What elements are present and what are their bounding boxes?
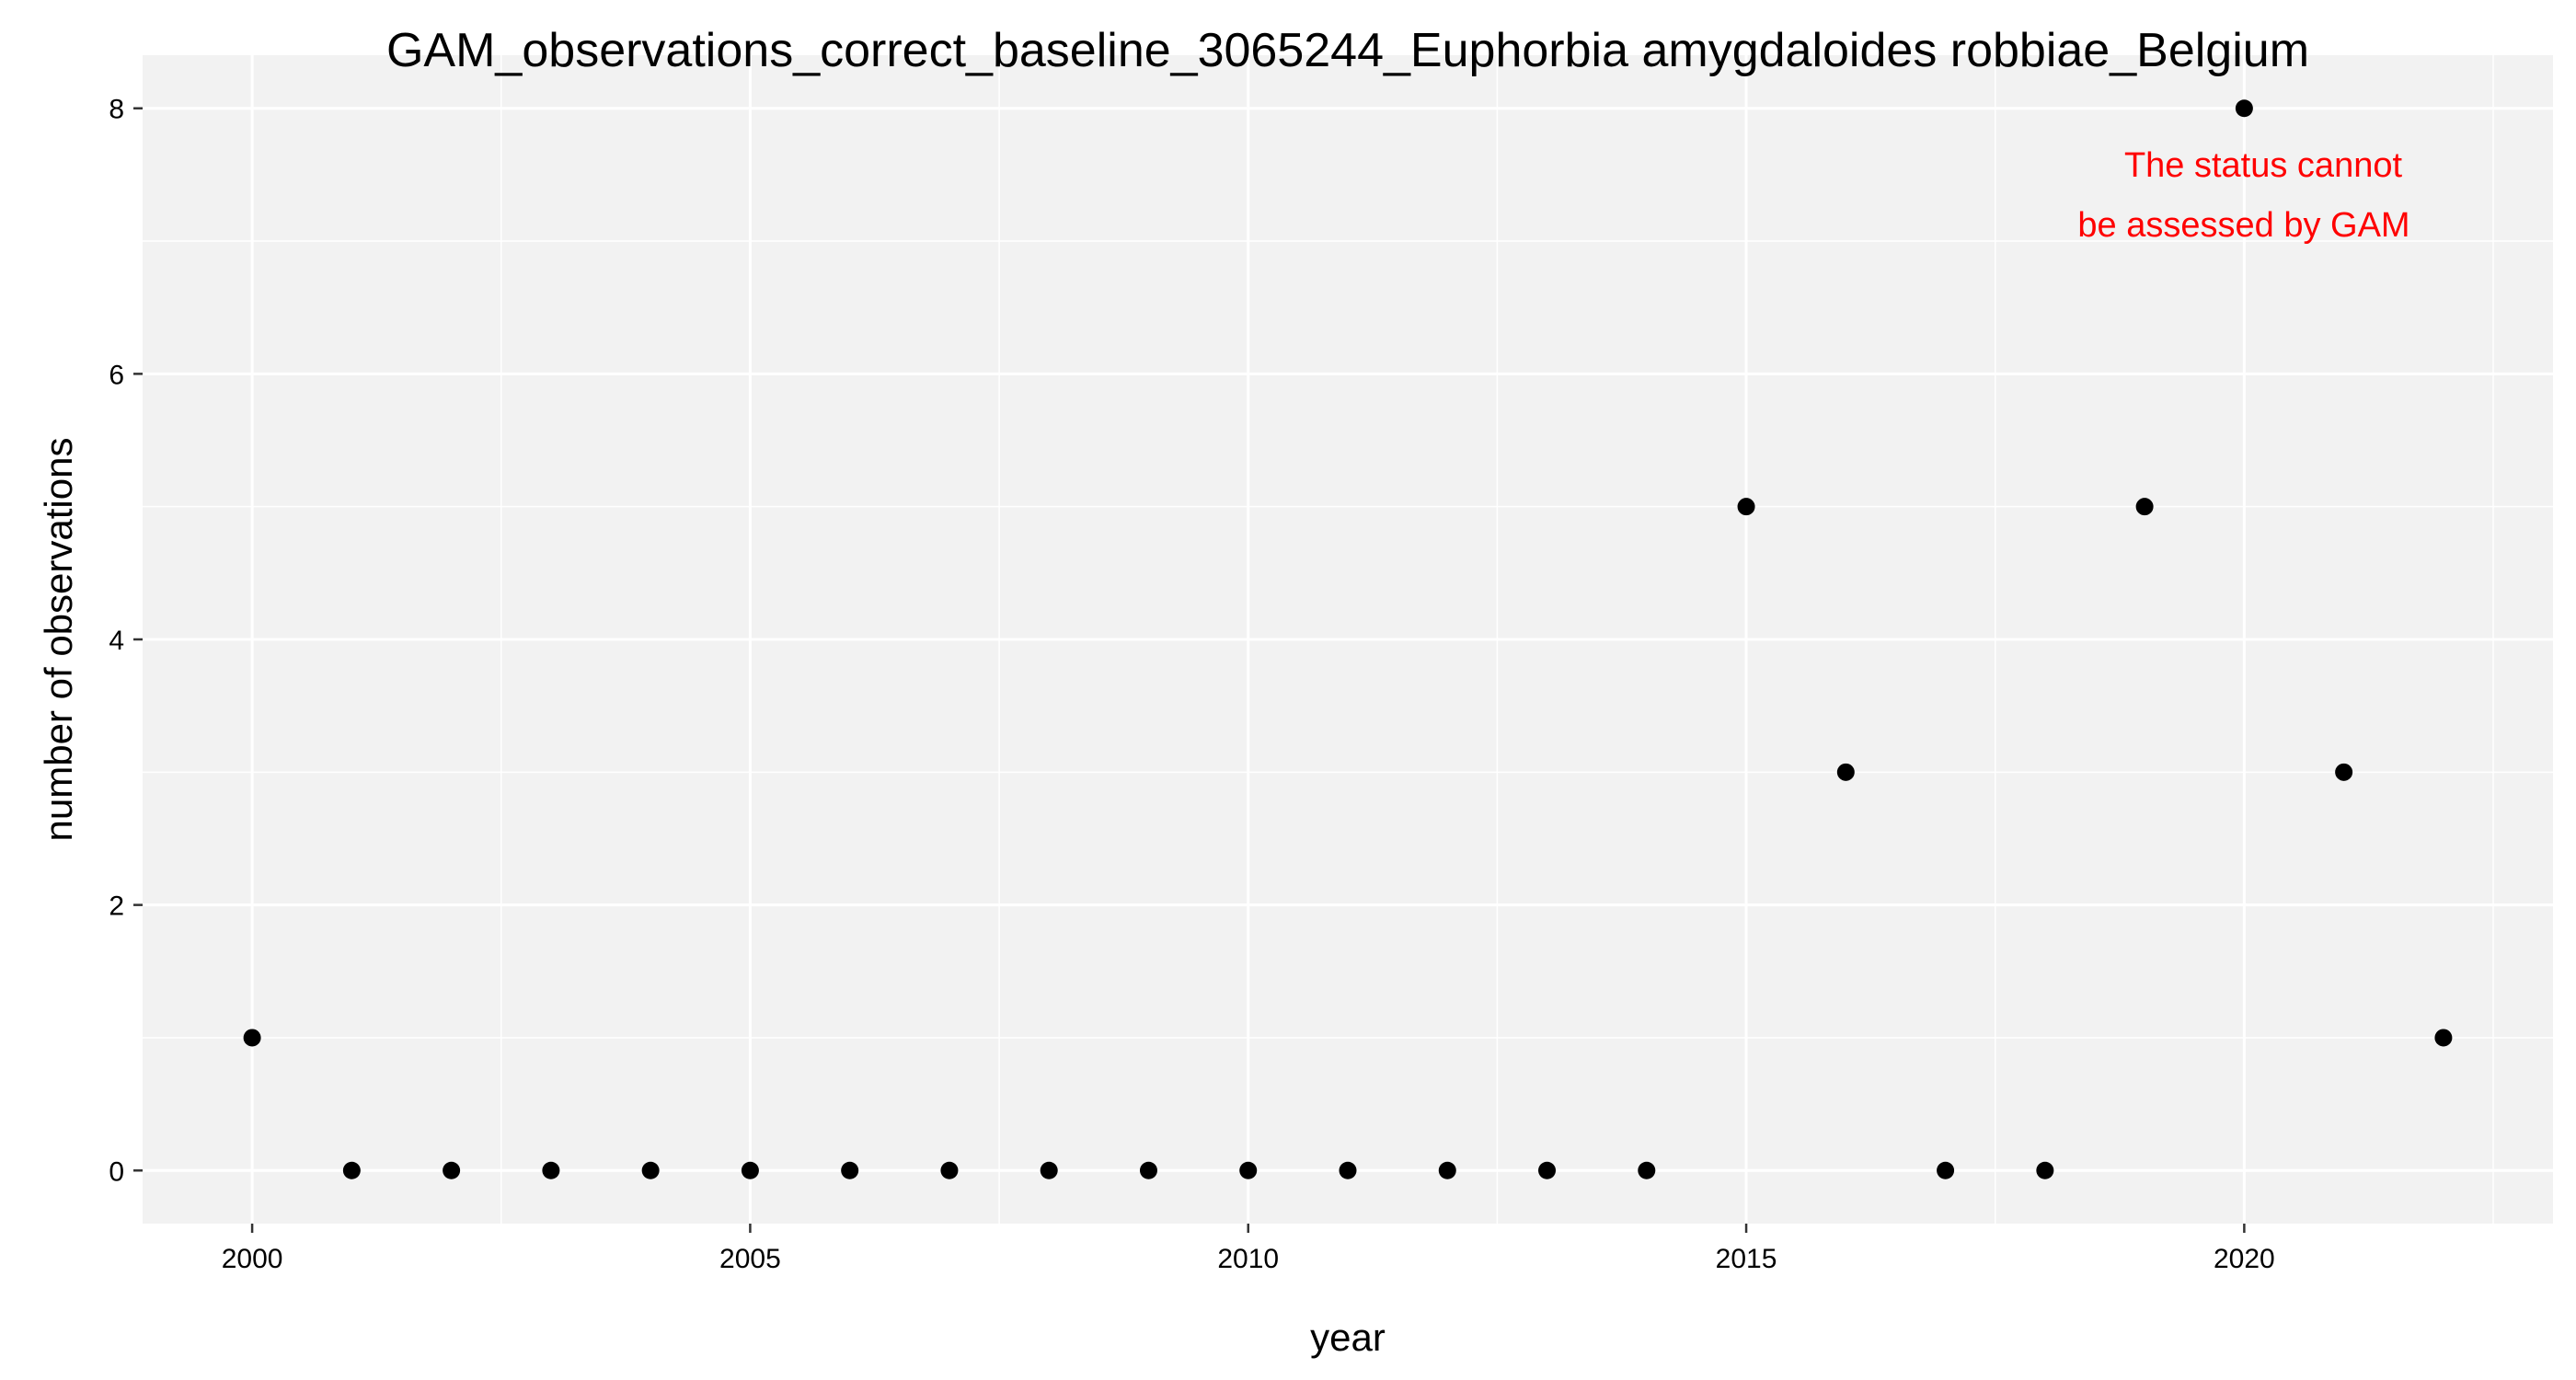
x-tick-label: 2005: [719, 1244, 781, 1274]
chart-title: GAM_observations_correct_baseline_306524…: [386, 24, 2309, 77]
data-point: [841, 1161, 859, 1179]
data-point: [1538, 1161, 1557, 1179]
data-point: [342, 1161, 361, 1179]
status-annotation-line-2: be assessed by GAM: [2077, 206, 2409, 245]
data-point: [1638, 1161, 1656, 1179]
data-point: [2235, 99, 2253, 118]
data-point: [2434, 1029, 2453, 1047]
data-point: [2135, 498, 2154, 516]
y-tick-label: 6: [109, 360, 124, 390]
x-axis-title: year: [1310, 1316, 1386, 1359]
y-tick-label: 4: [109, 626, 124, 656]
data-point: [1737, 498, 1755, 516]
y-tick-label: 8: [109, 95, 124, 125]
data-point: [641, 1161, 660, 1179]
y-tick-label: 0: [109, 1156, 124, 1187]
data-point: [1139, 1161, 1157, 1179]
data-point: [443, 1161, 461, 1179]
data-point: [1040, 1161, 1058, 1179]
y-axis-title: number of observations: [37, 438, 80, 842]
data-point: [2036, 1161, 2054, 1179]
data-point: [2335, 763, 2353, 781]
x-tick-label: 2000: [222, 1244, 283, 1274]
data-point: [1438, 1161, 1456, 1179]
y-tick-label: 2: [109, 891, 124, 922]
data-points: [243, 99, 2453, 1179]
x-tick-label: 2010: [1217, 1244, 1279, 1274]
data-point: [1836, 763, 1855, 781]
data-point: [1937, 1161, 1955, 1179]
data-point: [243, 1029, 261, 1047]
data-point: [1239, 1161, 1258, 1179]
status-annotation-line-1: The status cannot: [2124, 146, 2403, 185]
x-tick-label: 2020: [2214, 1244, 2275, 1274]
data-point: [1339, 1161, 1357, 1179]
data-point: [542, 1161, 560, 1179]
data-point: [940, 1161, 959, 1179]
axes: 2000 2005 2010 2015 2020 0 2 4 6 8: [109, 95, 2274, 1274]
x-tick-label: 2015: [1716, 1244, 1777, 1274]
data-point: [741, 1161, 759, 1179]
